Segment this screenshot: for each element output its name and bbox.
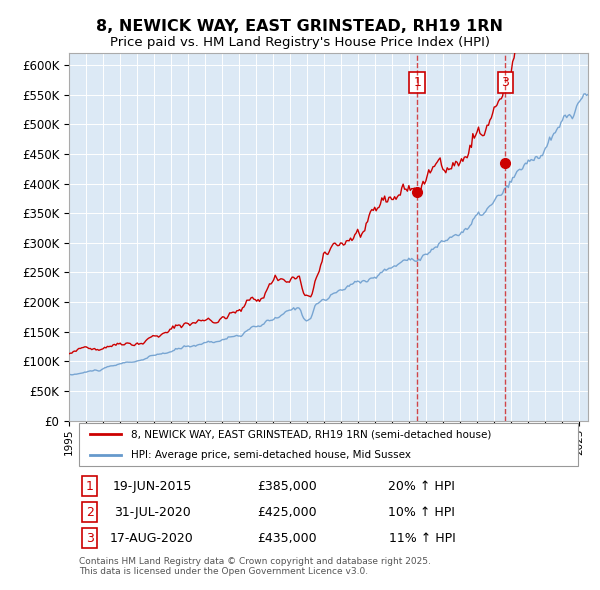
Text: 8, NEWICK WAY, EAST GRINSTEAD, RH19 1RN: 8, NEWICK WAY, EAST GRINSTEAD, RH19 1RN <box>97 19 503 34</box>
Text: 3: 3 <box>502 76 509 89</box>
FancyBboxPatch shape <box>79 423 578 467</box>
Text: 8, NEWICK WAY, EAST GRINSTEAD, RH19 1RN (semi-detached house): 8, NEWICK WAY, EAST GRINSTEAD, RH19 1RN … <box>131 429 491 439</box>
Text: 20% ↑ HPI: 20% ↑ HPI <box>388 480 455 493</box>
Text: 3: 3 <box>86 532 94 545</box>
Text: 10% ↑ HPI: 10% ↑ HPI <box>388 506 455 519</box>
Text: HPI: Average price, semi-detached house, Mid Sussex: HPI: Average price, semi-detached house,… <box>131 450 411 460</box>
Text: 19-JUN-2015: 19-JUN-2015 <box>112 480 192 493</box>
Text: 11% ↑ HPI: 11% ↑ HPI <box>389 532 455 545</box>
Text: 2: 2 <box>86 506 94 519</box>
Text: 31-JUL-2020: 31-JUL-2020 <box>113 506 190 519</box>
Text: £385,000: £385,000 <box>257 480 317 493</box>
Text: 17-AUG-2020: 17-AUG-2020 <box>110 532 194 545</box>
Text: 1: 1 <box>86 480 94 493</box>
Text: £435,000: £435,000 <box>257 532 317 545</box>
Text: Price paid vs. HM Land Registry's House Price Index (HPI): Price paid vs. HM Land Registry's House … <box>110 36 490 49</box>
Text: Contains HM Land Registry data © Crown copyright and database right 2025.
This d: Contains HM Land Registry data © Crown c… <box>79 557 431 576</box>
Text: 1: 1 <box>413 76 421 89</box>
Text: £425,000: £425,000 <box>257 506 317 519</box>
